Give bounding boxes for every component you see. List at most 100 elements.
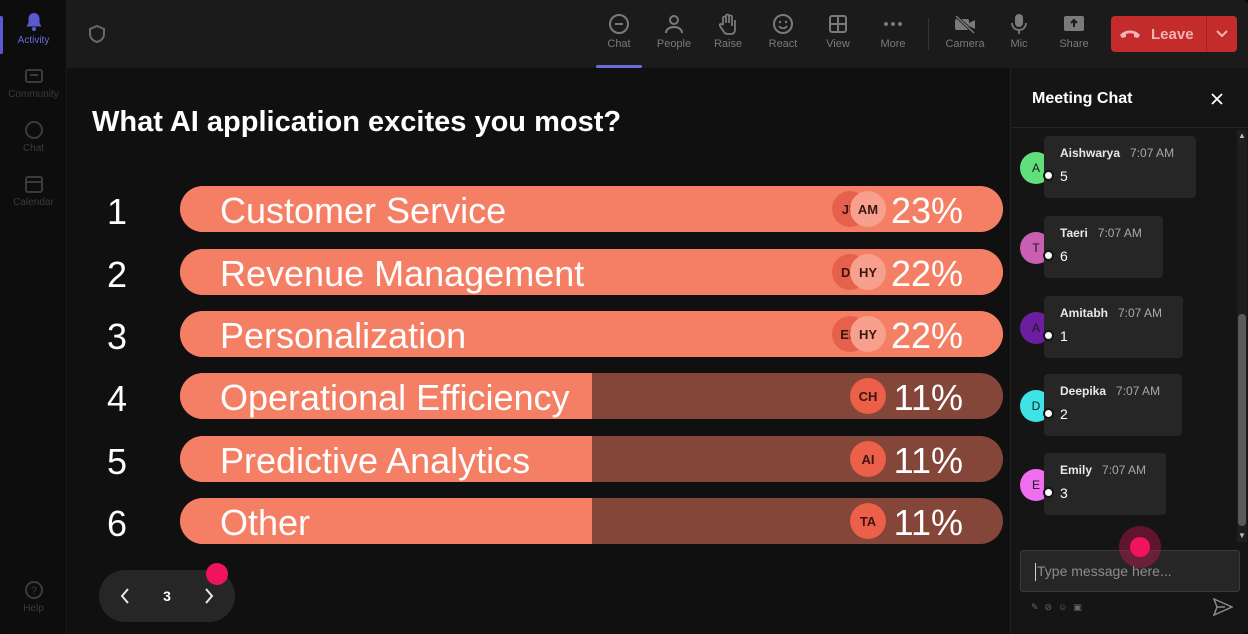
camera-off-icon (938, 10, 992, 38)
option-percent: 11% (893, 440, 963, 481)
send-icon[interactable] (1212, 597, 1235, 620)
chat-message[interactable]: D Deepika 7:07 AM 2 (1011, 374, 1241, 438)
people-label: People (656, 38, 692, 50)
mic-icon (992, 10, 1046, 38)
message-time: 7:07 AM (1118, 306, 1163, 320)
option-rank: 3 (107, 316, 128, 357)
leave-divider (1206, 16, 1207, 52)
page-number: 3 (163, 588, 171, 604)
bell-icon (0, 10, 67, 34)
message-bubble: Amitabh 7:07 AM 1 (1044, 296, 1183, 358)
format-icon[interactable]: ✎ (1031, 602, 1039, 612)
presence-indicator (1043, 250, 1054, 261)
rail-label: Activity (17, 35, 50, 46)
chat-button[interactable]: Chat (592, 10, 646, 68)
chat-message-list: A Aishwarya 7:07 AM 5 T Taeri 7:07 AM 6 A Amitabh… (1011, 128, 1248, 544)
chevron-right-icon[interactable] (199, 586, 219, 606)
presence-indicator (1043, 330, 1054, 341)
chat-header: Meeting Chat (1011, 68, 1248, 128)
sender-name: Taeri (1060, 226, 1088, 240)
leave-label: Leave (1151, 25, 1194, 43)
option-percent: 23% (890, 190, 963, 231)
rail-item-community[interactable]: Community (0, 64, 67, 114)
chevron-left-icon[interactable] (115, 586, 135, 606)
rail-item-calendar[interactable]: Calendar (0, 172, 67, 222)
cursor-marker (1119, 526, 1161, 568)
chat-message[interactable]: A Amitabh 7:07 AM 1 (1011, 296, 1241, 360)
message-text: 1 (1060, 328, 1068, 344)
sender-name: Amitabh (1060, 306, 1108, 320)
meeting-chat-panel: Meeting Chat A Aishwarya 7:07 AM 5 T Taeri 7:0… (1010, 68, 1248, 634)
toolbar-divider (928, 18, 929, 50)
rail-item-help[interactable]: ? Help (0, 578, 67, 628)
share-button[interactable]: Share (1047, 10, 1101, 60)
scroll-up-icon[interactable]: ▲ (1238, 131, 1246, 140)
people-icon (647, 10, 701, 38)
chevron-down-icon[interactable] (1207, 30, 1237, 38)
result-bar: Operational Efficiency CH 11% (180, 373, 1003, 419)
more-label: More (880, 38, 906, 50)
chat-message[interactable]: T Taeri 7:07 AM 6 (1011, 216, 1241, 280)
result-bar: Predictive Analytics AI 11% (180, 436, 1003, 482)
message-bubble: Deepika 7:07 AM 2 (1044, 374, 1182, 436)
chat-message-input[interactable]: Type message here... (1020, 550, 1240, 592)
scroll-down-icon[interactable]: ▼ (1238, 531, 1246, 540)
scroll-thumb[interactable] (1238, 314, 1246, 526)
chat-message[interactable]: E Emily 7:07 AM 3 (1011, 453, 1241, 517)
option-label: Other (220, 502, 311, 543)
option-rank: 2 (107, 254, 128, 295)
presence-indicator (1043, 170, 1054, 181)
chat-label: Chat (607, 38, 631, 50)
poll-stage: What AI application excites you most? 1 C… (67, 68, 1010, 634)
message-time: 7:07 AM (1102, 463, 1147, 477)
sender-name: Emily (1060, 463, 1093, 477)
community-icon (0, 64, 67, 88)
voter-avatar: HY (850, 254, 886, 290)
presence-indicator (1043, 408, 1054, 419)
option-rank: 1 (107, 191, 128, 232)
camera-label: Camera (945, 38, 985, 50)
message-text: 3 (1060, 485, 1068, 501)
presence-indicator (1043, 487, 1054, 498)
raise-hand-button[interactable]: Raise (701, 10, 755, 60)
close-icon[interactable] (1207, 89, 1227, 109)
hand-icon (701, 10, 755, 38)
chat-message[interactable]: A Aishwarya 7:07 AM 5 (1011, 136, 1241, 200)
emoji-icon[interactable]: ☺ (1058, 602, 1068, 612)
react-label: React (768, 38, 798, 50)
people-button[interactable]: People (647, 10, 701, 60)
phone-hangup-icon (1111, 28, 1145, 40)
voter-avatar: TA (850, 503, 886, 539)
voter-avatar: AI (850, 441, 886, 477)
rail-label: Community (8, 89, 59, 100)
option-rank: 6 (107, 503, 128, 544)
rail-item-chat[interactable]: Chat (0, 118, 67, 168)
svg-text:?: ? (30, 585, 36, 597)
grid-icon (811, 10, 865, 38)
left-rail: Activity Community Chat Calendar ? Help (0, 0, 67, 634)
more-button[interactable]: More (866, 10, 920, 60)
leave-button[interactable]: Leave (1111, 16, 1237, 52)
message-text: 2 (1060, 406, 1068, 422)
voter-avatar: HY (850, 316, 886, 352)
shield-icon[interactable] (87, 24, 107, 44)
raise-label: Raise (713, 38, 743, 50)
mic-button[interactable]: Mic (992, 10, 1046, 60)
sender-name: Deepika (1060, 384, 1107, 398)
react-button[interactable]: React (756, 10, 810, 60)
option-percent: 22% (890, 315, 963, 356)
option-label: Predictive Analytics (220, 440, 531, 481)
view-button[interactable]: View (811, 10, 865, 60)
option-rank: 4 (107, 378, 128, 419)
camera-button[interactable]: Camera (938, 10, 992, 60)
message-bubble: Emily 7:07 AM 3 (1044, 453, 1166, 515)
option-percent: 11% (893, 502, 963, 543)
message-time: 7:07 AM (1116, 384, 1161, 398)
attach-icon[interactable]: ⊘ (1044, 602, 1053, 612)
option-label: Personalization (220, 315, 467, 356)
gif-icon[interactable]: ▣ (1073, 602, 1082, 612)
view-label: View (826, 38, 850, 50)
chat-bubble-icon (592, 10, 646, 38)
chat-scrollbar[interactable]: ▲ ▼ (1237, 130, 1247, 542)
rail-item-activity[interactable]: Activity (0, 10, 67, 60)
